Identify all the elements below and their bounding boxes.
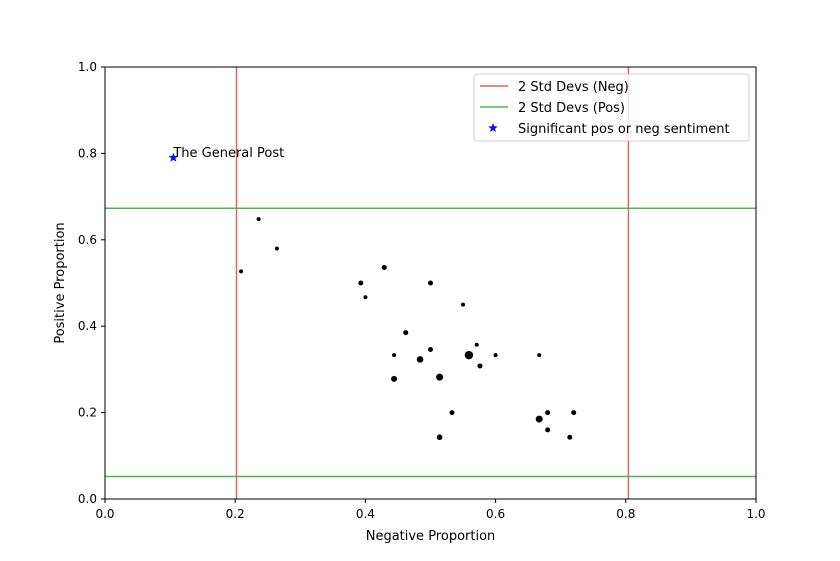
y-tick-label-4: 0.8	[78, 146, 97, 160]
y-axis-label: Positive Proportion	[53, 222, 68, 343]
x-tick-label-4: 0.8	[616, 507, 635, 521]
legend-neg-label: 2 Std Devs (Neg)	[518, 80, 629, 95]
data-point-8	[403, 330, 409, 336]
data-point-9	[428, 347, 433, 353]
data-point-5	[428, 280, 433, 286]
y-tick-label-2: 0.4	[78, 319, 97, 333]
y-tick-label-0: 0.0	[78, 492, 97, 506]
data-point-12	[464, 350, 474, 360]
x-tick-label-1: 0.2	[226, 507, 245, 521]
y-tick-label-5: 1.0	[78, 60, 97, 74]
data-point-3	[381, 264, 387, 270]
data-point-25	[567, 434, 573, 440]
significant-point-0	[168, 152, 179, 162]
data-point-10	[392, 353, 397, 358]
data-point-18	[436, 373, 444, 381]
data-point-11	[474, 342, 479, 347]
legend-pos-label: 2 Std Devs (Pos)	[518, 101, 625, 116]
data-point-7	[461, 302, 466, 307]
data-point-15	[416, 356, 424, 363]
data-point-4	[358, 280, 364, 286]
axes-frame	[104, 66, 757, 500]
data-point-0	[256, 217, 261, 222]
data-point-1	[274, 246, 279, 251]
y-tick-label-1: 0.2	[78, 406, 97, 420]
x-axis-label: Negative Proportion	[366, 529, 496, 544]
data-point-21	[571, 410, 577, 416]
axes: The General Post 0.0 0.2 0.4 0.6 0.8 1.0 0.0 0.2…	[78, 60, 766, 521]
data-point-24	[436, 434, 443, 441]
data-point-13	[493, 353, 498, 358]
x-tick-label-3: 0.6	[486, 507, 505, 521]
data-point-6	[363, 295, 368, 300]
data-point-19	[449, 410, 455, 416]
data-point-17	[391, 375, 398, 382]
data-point-14	[537, 353, 542, 358]
x-tick-label-2: 0.4	[356, 507, 375, 521]
x-tick-label-5: 1.0	[746, 507, 765, 521]
plot-area	[105, 67, 756, 499]
data-point-20	[545, 410, 551, 416]
x-tick-label-0: 0.0	[95, 507, 114, 521]
significant-point-label-0: The General Post	[172, 146, 284, 161]
legend: 2 Std Devs (Neg) 2 Std Devs (Pos) Signific…	[473, 73, 750, 142]
legend-significant-label: Significant pos or neg sentiment	[518, 122, 730, 137]
legend-box	[473, 73, 750, 142]
legend-significant-swatch	[488, 123, 498, 133]
data-point-16	[477, 363, 483, 369]
y-tick-label-3: 0.6	[78, 233, 97, 247]
data-point-23	[545, 427, 551, 433]
data-point-22	[535, 415, 543, 423]
data-point-2	[239, 269, 244, 274]
